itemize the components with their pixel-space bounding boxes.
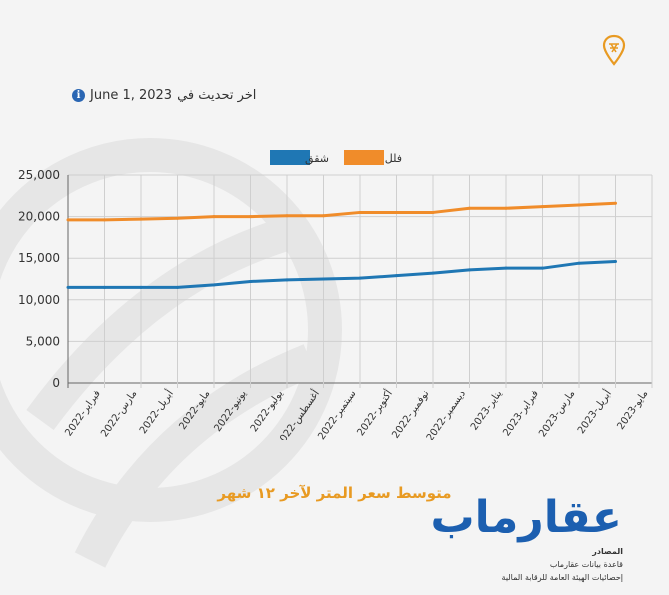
x-tick-label: ديسمبر-2022 (425, 388, 468, 440)
x-tick-label: سبتمبر-2022 (316, 388, 358, 440)
x-tick-label: يوليو-2022 (249, 388, 286, 434)
data-point (395, 210, 398, 214)
data-point (358, 276, 362, 280)
data-point (504, 206, 508, 210)
data-point (322, 214, 325, 218)
legend-swatch (270, 150, 310, 165)
y-tick-label: 15,000 (18, 251, 60, 265)
x-tick-label: أكتوبر-2022 (354, 387, 395, 438)
data-point (176, 216, 179, 220)
series-line (68, 260, 616, 289)
x-axis: فبراير-2022مارس-2022أبريل-2022مايو-2022ي… (63, 387, 650, 440)
x-tick-label: فبراير-2023 (501, 388, 541, 438)
data-point (285, 278, 289, 282)
data-point (322, 277, 325, 281)
chart-grid (67, 174, 653, 388)
legend-label: فلل (385, 152, 402, 165)
data-point (577, 203, 581, 207)
data-point (614, 260, 617, 264)
x-tick-label: مارس-2023 (537, 388, 577, 439)
data-point (358, 210, 362, 214)
update-prefix: اخر تحديث في (177, 88, 257, 103)
x-tick-label: مارس-2022 (99, 388, 139, 439)
data-point (249, 279, 252, 283)
data-point (285, 214, 289, 218)
data-point (504, 266, 508, 270)
y-tick-label: 10,000 (18, 293, 60, 307)
y-tick-label: 20,000 (18, 210, 60, 224)
data-point (103, 285, 106, 289)
sources-block: المصادر قاعدة بيانات عقارماب إحصائيات ال… (502, 545, 623, 584)
x-tick-label: مايو-2022 (177, 388, 212, 432)
data-point (614, 201, 617, 205)
chart-legend: فلل شقق (270, 150, 402, 166)
data-point (212, 283, 216, 287)
y-tick-label: 25,000 (18, 168, 60, 182)
data-point (541, 266, 544, 270)
legend-swatch (344, 150, 384, 165)
data-point (249, 215, 252, 219)
y-tick-label: 5,000 (26, 334, 60, 348)
source-item: إحصائيات الهيئة العامة للرقابة المالية (501, 573, 623, 582)
last-update-row: i June 1, 2023 اخر تحديث في (72, 88, 256, 103)
x-tick-label: أبريل-2022 (136, 387, 176, 436)
y-tick-label: 0 (52, 376, 60, 390)
data-point (431, 271, 435, 275)
data-point (139, 285, 143, 289)
x-tick-label: نوفمبر-2022 (390, 388, 431, 440)
chart-series (66, 201, 617, 289)
data-point (431, 210, 435, 214)
sources-title: المصادر (592, 547, 623, 556)
data-point (176, 285, 179, 289)
x-tick-label: أبريل-2023 (574, 387, 614, 436)
data-point (103, 218, 106, 222)
data-point (541, 205, 544, 209)
chart-title: متوسط سعر المتر لآخر ١٢ شهر (217, 484, 452, 502)
x-tick-label: فبراير-2022 (63, 388, 103, 438)
brand-logo: عقارماب (430, 492, 623, 543)
data-point (577, 261, 581, 265)
legend-label: شقق (305, 152, 329, 166)
data-point (139, 217, 143, 221)
data-point (66, 218, 70, 222)
data-point (468, 206, 471, 210)
line-chart: فلل شقق 0 5,000 10,000 15,000 20,000 25,000 فب… (18, 150, 653, 440)
x-tick-label: مايو-2023 (615, 388, 650, 432)
data-point (66, 285, 70, 289)
info-icon[interactable]: i (72, 89, 85, 102)
series-line (68, 201, 616, 222)
data-point (212, 215, 216, 219)
y-axis: 0 5,000 10,000 15,000 20,000 25,000 (18, 168, 60, 390)
x-tick-label: يونيو-2022 (212, 388, 249, 434)
source-item: قاعدة بيانات عقارماب (549, 560, 623, 569)
data-point (468, 268, 471, 272)
map-pin-icon (602, 34, 626, 66)
data-point (395, 274, 398, 278)
x-tick-label: يناير-2023 (469, 388, 505, 432)
update-date: June 1, 2023 (90, 88, 173, 103)
